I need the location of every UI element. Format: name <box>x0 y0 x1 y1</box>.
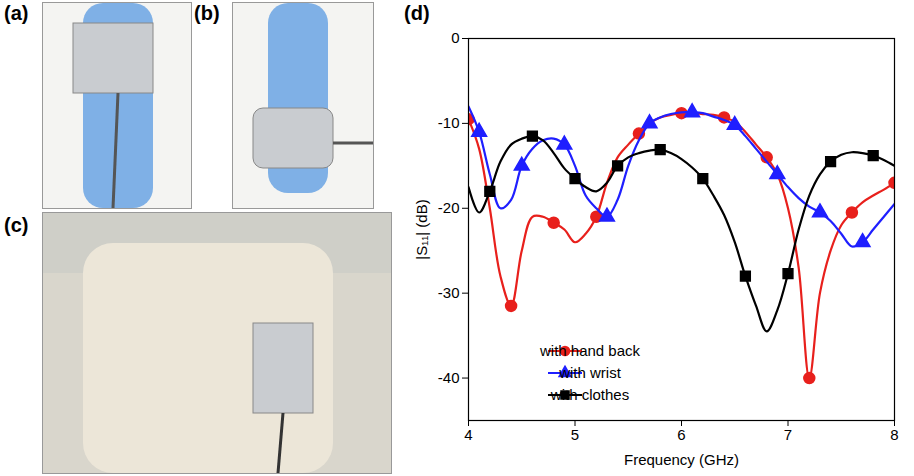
svg-text:Frequency (GHz): Frequency (GHz) <box>624 451 739 468</box>
svg-text:6: 6 <box>677 426 685 443</box>
svg-text:0: 0 <box>451 29 459 46</box>
svg-text:-20: -20 <box>438 199 460 216</box>
html-text:(d): (d) <box>404 2 430 24</box>
html-text:(a): (a) <box>4 2 29 24</box>
svg-text:-40: -40 <box>438 369 460 386</box>
svg-text:with hand back: with hand back <box>539 342 641 359</box>
svg-text:8: 8 <box>890 426 898 443</box>
svg-text:-10: -10 <box>438 114 460 131</box>
html-text:(c): (c) <box>4 214 29 236</box>
svg-text:4: 4 <box>464 426 472 443</box>
svg-text:-30: -30 <box>438 284 460 301</box>
svg-text:5: 5 <box>571 426 579 443</box>
svg-text:with wrist: with wrist <box>558 364 622 381</box>
svg-text:with clothes: with clothes <box>550 386 629 403</box>
svg-text:7: 7 <box>784 426 792 443</box>
html-text:(b): (b) <box>194 2 220 24</box>
svg-text:|S₁₁| (dB): |S₁₁| (dB) <box>413 199 430 259</box>
